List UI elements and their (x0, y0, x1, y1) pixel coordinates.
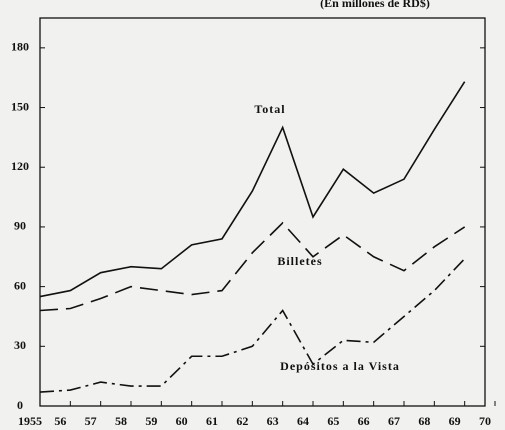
plot-frame (39, 17, 486, 407)
series-label: Billetes (277, 254, 322, 268)
series-line (39, 221, 466, 312)
x-tick-label: 57 (85, 414, 97, 428)
x-tick-label: 68 (418, 414, 430, 428)
y-tick-label: 180 (11, 40, 29, 54)
series-label: Depósitos a la Vista (280, 359, 400, 373)
x-tick-label: 61 (206, 414, 218, 428)
chart-subtitle: (En millones de RD$) (320, 0, 430, 10)
x-tick-label: 62 (236, 414, 248, 428)
x-tick-label: 65 (327, 414, 339, 428)
x-tick-label: 70 (479, 414, 491, 428)
x-tick-label: 59 (145, 414, 157, 428)
y-tick-label: 150 (11, 99, 29, 113)
series-line (39, 258, 466, 393)
x-tick-label: 1955 (18, 414, 42, 428)
x-tick-label: 66 (358, 414, 370, 428)
x-tick-label: 69 (449, 414, 461, 428)
y-tick-label: 60 (14, 278, 26, 292)
y-tick-label: 0 (17, 398, 23, 412)
y-tick-label: 30 (14, 338, 26, 352)
x-tick-label: 56 (54, 414, 66, 428)
x-tick-label: 58 (115, 414, 127, 428)
x-tick-label: 60 (176, 414, 188, 428)
series-line (39, 81, 466, 298)
y-tick-label: 90 (14, 219, 26, 233)
x-tick-label: 63 (267, 414, 279, 428)
x-tick-label: 64 (297, 414, 309, 428)
x-tick-label: 67 (388, 414, 400, 428)
series-label: Total (254, 102, 285, 116)
y-tick-label: 120 (11, 159, 29, 173)
